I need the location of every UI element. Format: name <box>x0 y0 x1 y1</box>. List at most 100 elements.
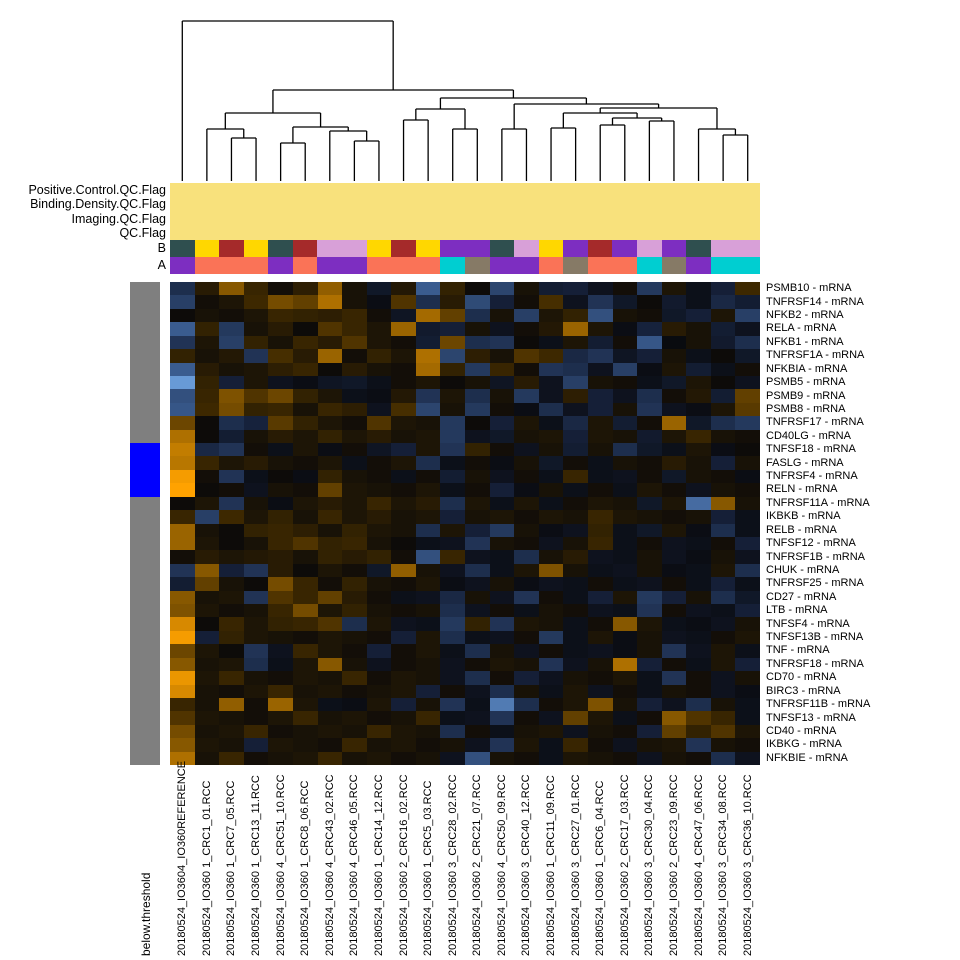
heatmap-cell <box>587 335 613 350</box>
heatmap-cell <box>686 724 711 739</box>
heatmap-cell <box>292 510 318 524</box>
heatmap-cell <box>391 389 416 403</box>
heatmap-cell <box>342 536 367 551</box>
heatmap-cell <box>587 684 613 698</box>
heatmap-cell <box>637 523 662 537</box>
heatmap-cell <box>637 550 662 564</box>
heatmap-cell <box>440 443 465 457</box>
heatmap-cell <box>612 751 638 765</box>
heatmap-cell <box>292 483 318 497</box>
heatmap-cell <box>317 711 343 725</box>
heatmap-cell <box>194 604 220 618</box>
heatmap-cell <box>637 496 662 511</box>
heatmap-cell <box>489 389 515 403</box>
heatmap-cell <box>243 295 269 309</box>
annotation-A-cell <box>219 257 244 274</box>
heatmap-cell <box>538 362 564 376</box>
heatmap-cell <box>661 751 687 765</box>
heatmap-cell <box>735 496 760 511</box>
heatmap-cell <box>219 349 244 363</box>
heatmap-cell <box>292 563 318 578</box>
annotation-row-B <box>170 240 760 257</box>
heatmap-cell <box>661 510 687 524</box>
heatmap-cell <box>170 443 195 457</box>
heatmap-cell <box>563 349 588 363</box>
heatmap-cell <box>514 282 539 296</box>
heatmap-cell <box>735 375 760 390</box>
heatmap-cell <box>612 644 638 658</box>
heatmap-cell <box>268 711 293 725</box>
heatmap-cell <box>292 617 318 631</box>
heatmap-cell <box>637 657 662 672</box>
heatmap-cell <box>637 402 662 417</box>
row-label: LTB - mRNA <box>766 604 828 617</box>
heatmap-cell <box>563 644 588 658</box>
heatmap-cell <box>342 456 367 470</box>
heatmap-cell <box>637 282 662 296</box>
heatmap-cell <box>170 724 195 739</box>
heatmap-cell <box>686 644 711 658</box>
heatmap-cell <box>292 375 318 390</box>
below-threshold-segment <box>130 322 160 337</box>
heatmap-cell <box>612 536 638 551</box>
below-threshold-segment <box>130 510 160 524</box>
annotation-B-cell <box>391 240 416 257</box>
heatmap-cell <box>489 362 515 376</box>
below-threshold-segment <box>130 523 160 538</box>
heatmap-cell <box>489 697 515 712</box>
heatmap-cell <box>170 416 195 430</box>
heatmap-cell <box>489 322 515 336</box>
annotation-A-cell <box>194 257 220 274</box>
heatmap-cell <box>391 523 416 537</box>
heatmap-cell <box>342 617 367 631</box>
heatmap-cell <box>415 590 441 604</box>
heatmap-cell <box>735 456 760 470</box>
heatmap-cell <box>563 751 588 765</box>
annotation-B-cell <box>415 240 441 257</box>
heatmap-cell <box>317 523 343 537</box>
heatmap-cell <box>686 469 711 484</box>
heatmap-cell <box>243 590 269 604</box>
column-label: 20180524_IO360 3_CRC40_12.RCC <box>520 774 533 956</box>
heatmap-cell <box>415 644 441 658</box>
below-threshold-segment <box>130 308 160 323</box>
heatmap-cell <box>514 617 539 631</box>
heatmap-cell <box>465 469 490 484</box>
heatmap-cell <box>661 630 687 645</box>
heatmap-cell <box>440 577 465 591</box>
heatmap-cell <box>268 657 293 672</box>
heatmap-cell <box>489 308 515 323</box>
heatmap-cell <box>268 684 293 698</box>
heatmap-cell <box>391 443 416 457</box>
heatmap-cell <box>440 711 465 725</box>
heatmap-cell <box>661 577 687 591</box>
heatmap-cell <box>268 402 293 417</box>
heatmap-cell <box>465 322 490 336</box>
heatmap-cell <box>391 469 416 484</box>
heatmap-cell <box>268 644 293 658</box>
column-label: 20180524_IO360 2_CRC17_03.RCC <box>618 774 631 956</box>
heatmap-cell <box>440 416 465 430</box>
below-threshold-segment <box>130 604 160 618</box>
heatmap-cell <box>563 429 588 443</box>
heatmap-cell <box>538 617 564 631</box>
heatmap-cell <box>710 295 736 309</box>
heatmap-cell <box>317 469 343 484</box>
heatmap-cell <box>194 644 220 658</box>
heatmap-cell <box>243 711 269 725</box>
heatmap-cell <box>342 550 367 564</box>
row-label: IKBKG - mRNA <box>766 738 842 751</box>
heatmap-cell <box>612 429 638 443</box>
heatmap-cell <box>243 671 269 685</box>
below-threshold-segment <box>130 671 160 685</box>
heatmap-cell <box>317 510 343 524</box>
heatmap-cell <box>170 483 195 497</box>
heatmap-cell <box>415 536 441 551</box>
heatmap-cell <box>391 335 416 350</box>
heatmap-cell <box>440 282 465 296</box>
heatmap-cell <box>514 590 539 604</box>
heatmap-cell <box>292 697 318 712</box>
row-label: FASLG - mRNA <box>766 456 844 469</box>
heatmap-cell <box>489 282 515 296</box>
annotation-A-cell <box>366 257 392 274</box>
